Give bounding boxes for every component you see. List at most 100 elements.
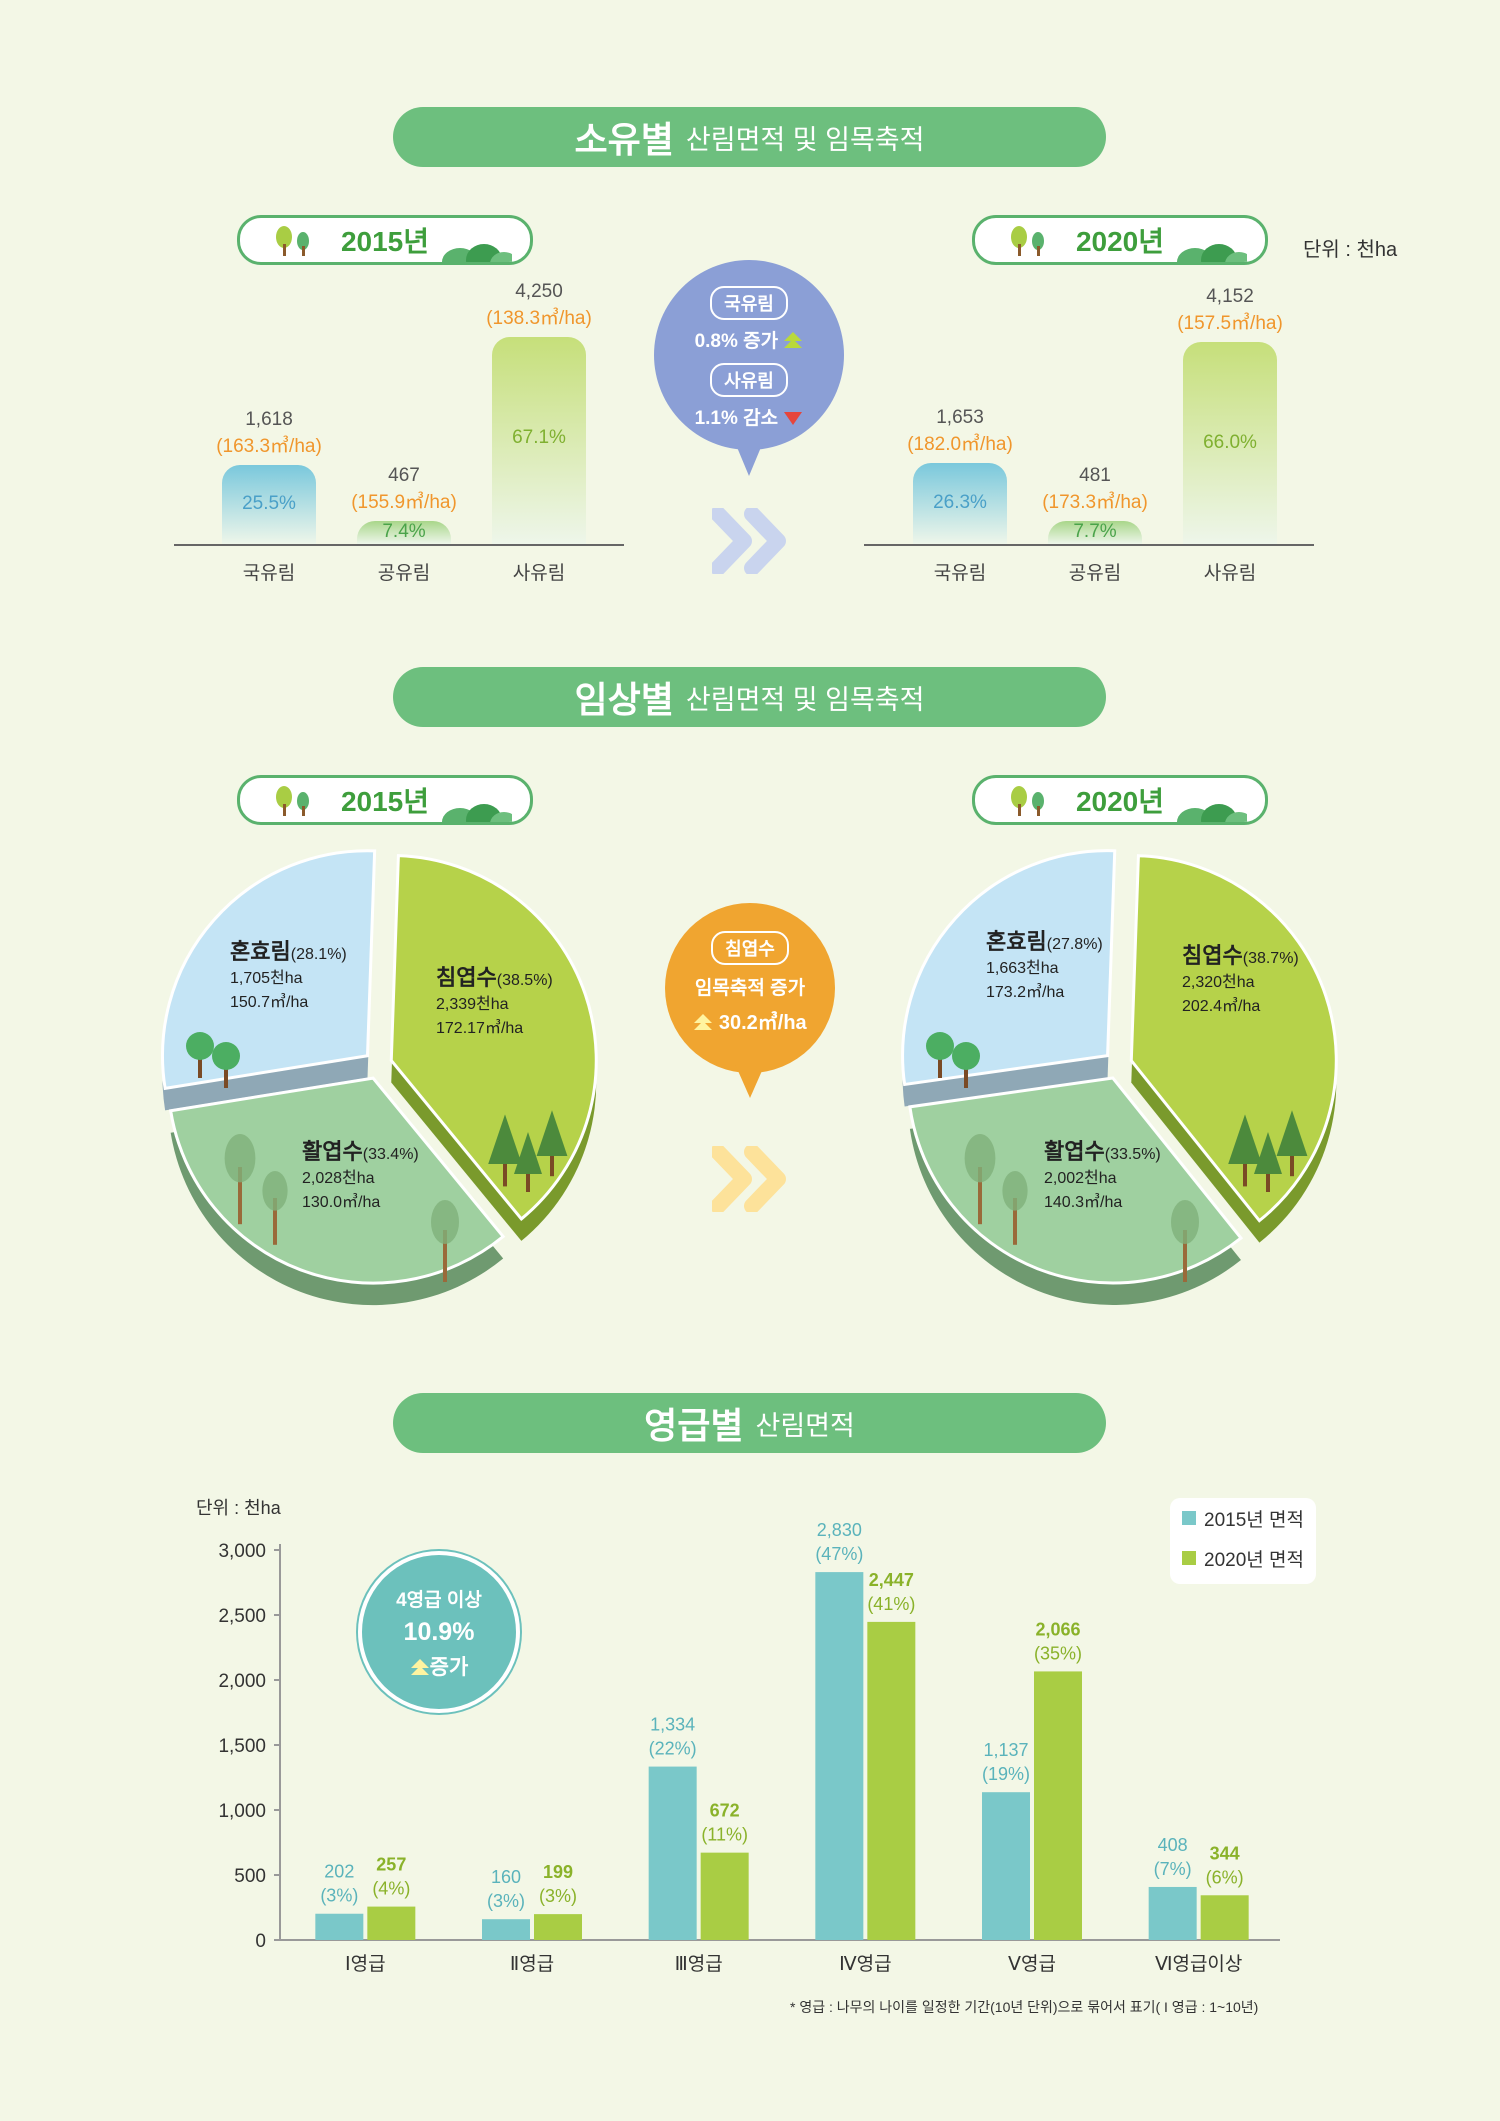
arrow-up-icon <box>410 1659 429 1675</box>
ownership-category-label: 국유림 <box>242 563 296 584</box>
bar-2020 <box>700 1852 749 1940</box>
chevron-right-icon <box>712 1146 786 1212</box>
pie-chart-2015 <box>161 849 598 1306</box>
pie2020-mixed-area: 1,663천ha <box>986 960 1059 977</box>
ownership-bar-label: 1,618 (163.3㎥/ha) <box>182 409 356 458</box>
legend-item-2015: 2015년 면적 <box>1170 1498 1316 1538</box>
pie-slice-conifer <box>389 854 598 1222</box>
bubble-age-increase: 증가 <box>429 1656 469 1679</box>
pie2015-label-broadleaf: 활엽수(33.4%) 2,028천ha 130.0㎥/ha <box>302 1140 419 1215</box>
section3-title-light: 산림면적 <box>755 1410 855 1441</box>
ownership-bar-label: 1,653 (182.0㎥/ha) <box>873 407 1047 456</box>
pie2015-conifer-pct: (38.5%) <box>496 972 553 989</box>
broadleaf-tree-icon <box>1171 1200 1199 1282</box>
bar-2015 <box>648 1766 697 1940</box>
bar-pct-label: (41%) <box>867 1594 915 1614</box>
pie2015-mixed-name: 혼효림 <box>230 939 291 964</box>
arrow-down-icon <box>784 412 803 425</box>
conifer-tree-icon <box>1228 1114 1262 1187</box>
bar-value-label: 2,830 <box>817 1520 862 1540</box>
ownership-bar-density: (138.3㎥/ha) <box>486 308 592 329</box>
ownership-bar-density: (182.0㎥/ha) <box>907 434 1013 455</box>
pie2020-mixed-density: 173.2㎥/ha <box>986 984 1065 1001</box>
chart-legend: 2015년 면적 2020년 면적 <box>1170 1498 1316 1584</box>
bar-value-label: 2,066 <box>1035 1619 1080 1639</box>
pie2015-mixed-density: 150.7㎥/ha <box>230 994 309 1011</box>
bubble-tag-national: 국유림 <box>710 286 788 320</box>
pie-slice-conifer <box>1129 854 1338 1223</box>
ownership-bar-value: 481 <box>1079 465 1111 486</box>
section2-year-2020: 2020년 <box>1075 786 1165 817</box>
legend-swatch-2020 <box>1182 1551 1196 1565</box>
ownership-bar-label: 4,152 (157.5㎥/ha) <box>1143 286 1317 335</box>
bar-pct-label: (4%) <box>372 1879 410 1899</box>
bar-pct-label: (22%) <box>649 1739 697 1759</box>
y-tick-label: 1,500 <box>218 1736 266 1757</box>
x-category-label: Ⅴ영급 <box>1008 1953 1056 1975</box>
tree-icon <box>276 786 309 816</box>
ownership-bar-share: 7.7% <box>1073 520 1117 542</box>
ownership-bar <box>222 465 316 544</box>
ownership-bar-share: 66.0% <box>1203 432 1257 453</box>
pie2015-broadleaf-name: 활엽수 <box>302 1139 363 1164</box>
pie2020-broadleaf-density: 140.3㎥/ha <box>1044 1194 1123 1211</box>
ownership-bar-density: (173.3㎥/ha) <box>1042 492 1148 513</box>
bubble-national-change: 0.8% 증가 <box>694 331 779 352</box>
pie-slice-mixed <box>161 849 377 1091</box>
ownership-bar-share: 67.1% <box>512 427 566 448</box>
pie2020-label-mixed: 혼효림(27.8%) 1,663천ha 173.2㎥/ha <box>986 930 1103 1005</box>
round-tree-icon <box>186 1032 214 1078</box>
pie-slice-broadleaf <box>908 1076 1244 1285</box>
tree-icon <box>1011 786 1044 816</box>
ownership-bar <box>492 337 586 544</box>
tree-icon <box>276 226 309 256</box>
ownership-bar-density: (155.9㎥/ha) <box>351 492 457 513</box>
pie-slice-broadleaf <box>168 1076 506 1285</box>
ownership-bar-density: (163.3㎥/ha) <box>216 436 322 457</box>
bar-2015 <box>982 1792 1030 1940</box>
section3-title-strong: 영급별 <box>644 1405 744 1446</box>
ownership-bar <box>1183 342 1277 544</box>
section2-comparison-bubble: 침엽수 임목축적 증가 30.2㎥/ha <box>665 903 835 1073</box>
section1-year-2020: 2020년 <box>1075 226 1165 257</box>
ownership-category-label: 사유림 <box>1203 563 1257 584</box>
bubble-stock-increase: 임목축적 증가 <box>694 978 806 999</box>
conifer-tree-icon <box>536 1110 568 1177</box>
pie2015-mixed-pct: (28.1%) <box>290 946 347 963</box>
bar-2020 <box>534 1914 582 1940</box>
legend-label-2020: 2020년 면적 <box>1204 1549 1304 1571</box>
ownership-bar <box>1048 521 1142 544</box>
ownership-category-label: 사유림 <box>512 563 566 584</box>
conifer-tree-icon <box>514 1132 542 1192</box>
ownership-bar-value: 4,250 <box>515 281 563 302</box>
ownership-bar-value: 1,618 <box>245 409 293 430</box>
bar-pct-label: (7%) <box>1154 1859 1192 1879</box>
hills-icon <box>1177 244 1247 262</box>
ownership-bar-value: 1,653 <box>936 407 984 428</box>
legend-item-2020: 2020년 면적 <box>1170 1538 1316 1578</box>
x-category-label: Ⅰ영급 <box>345 1953 386 1975</box>
bar-value-label: 257 <box>376 1855 406 1875</box>
pie2020-mixed-name: 혼효림 <box>986 929 1047 954</box>
section2-year-2015-pill: 2015년 <box>237 775 533 825</box>
section2-title-light: 산림면적 및 임목축적 <box>685 684 925 715</box>
round-tree-icon <box>952 1042 980 1088</box>
bar-pct-label: (11%) <box>701 1825 748 1845</box>
ownership-bar-label: 467 (155.9㎥/ha) <box>317 465 491 514</box>
bar-value-label: 1,137 <box>983 1740 1028 1760</box>
tree-icon <box>1011 226 1044 256</box>
x-category-label: Ⅲ영급 <box>675 1953 723 1975</box>
bar-value-label: 408 <box>1158 1835 1188 1855</box>
x-category-label: Ⅵ영급이상 <box>1155 1953 1242 1975</box>
pie-chart-2020 <box>901 849 1338 1306</box>
section1-year-2015: 2015년 <box>340 226 430 257</box>
arrow-up-icon <box>694 1014 713 1030</box>
pie2015-broadleaf-pct: (33.4%) <box>362 1146 419 1163</box>
broadleaf-tree-icon <box>262 1171 288 1245</box>
ownership-category-label: 공유림 <box>1068 563 1122 584</box>
x-category-label: Ⅱ영급 <box>510 1953 554 1975</box>
ownership-bar-value: 4,152 <box>1206 286 1254 307</box>
bar-value-label: 2,447 <box>869 1570 914 1590</box>
pie2015-conifer-density: 172.17㎥/ha <box>436 1020 524 1037</box>
conifer-tree-icon <box>1276 1110 1308 1177</box>
